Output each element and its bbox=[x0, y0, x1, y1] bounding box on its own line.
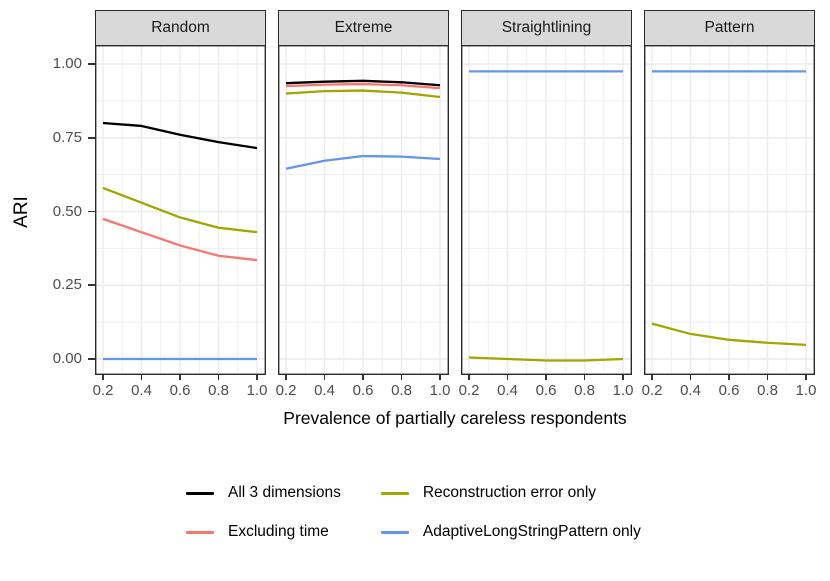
x-tick-label: 0.2 bbox=[458, 382, 480, 399]
x-tick-mark bbox=[179, 375, 181, 380]
legend-item: Excluding time bbox=[186, 521, 341, 543]
y-tick-label: 0.50 bbox=[52, 203, 82, 220]
y-tick-label: 0.25 bbox=[52, 276, 82, 293]
series-line bbox=[102, 217, 258, 262]
x-tick-mark bbox=[362, 375, 364, 380]
series-line bbox=[102, 121, 258, 150]
x-tick-mark bbox=[622, 375, 624, 380]
legend-item: Reconstruction error only bbox=[380, 482, 641, 504]
x-tick-mark bbox=[766, 375, 769, 380]
series-line bbox=[651, 322, 807, 346]
x-tick-mark bbox=[506, 375, 509, 380]
x-tick-mark bbox=[468, 375, 470, 380]
x-tick-mark bbox=[689, 375, 692, 380]
plot-area-pattern bbox=[644, 45, 815, 375]
legend-label: All 3 dimensions bbox=[228, 484, 341, 501]
x-tick-mark bbox=[545, 375, 547, 380]
plot-area-extreme bbox=[278, 45, 449, 375]
x-tick-mark bbox=[102, 375, 104, 380]
y-tick-label: 0.00 bbox=[52, 350, 82, 367]
x-tick-mark bbox=[651, 375, 653, 380]
y-tick-mark bbox=[88, 63, 95, 65]
series-line bbox=[102, 186, 258, 234]
series-line bbox=[285, 79, 441, 87]
x-tick-label: 0.8 bbox=[208, 382, 229, 399]
x-tick-label: 1.0 bbox=[246, 382, 268, 399]
legend-label: Reconstruction error only bbox=[422, 484, 597, 501]
facet-strip-pattern: Pattern bbox=[644, 10, 815, 45]
x-axis-random: 0.2 0.4 0.6 0.8 1.0 bbox=[92, 375, 268, 401]
x-tick-mark bbox=[439, 375, 441, 380]
facet-panel-straightlining: Straightlining 0.2 0.4 0.6 0.8 1.0 bbox=[458, 10, 634, 401]
series-line bbox=[285, 89, 441, 99]
x-tick-mark bbox=[217, 375, 220, 380]
x-tick-label: 0.2 bbox=[641, 382, 663, 399]
x-tick-mark bbox=[400, 375, 403, 380]
legend: All 3 dimensions Excluding time Reconstr… bbox=[186, 482, 641, 543]
x-axis-title: Prevalence of partially careless respond… bbox=[283, 408, 627, 428]
x-tick-label: 1.0 bbox=[795, 382, 817, 399]
legend-label: Excluding time bbox=[228, 523, 329, 540]
x-axis-extreme: 0.2 0.4 0.6 0.8 1.0 bbox=[275, 375, 451, 401]
x-axis-straightlining: 0.2 0.4 0.6 0.8 1.0 bbox=[458, 375, 634, 401]
series-line bbox=[468, 356, 624, 362]
x-axis-pattern: 0.2 0.4 0.6 0.8 1.0 bbox=[641, 375, 817, 401]
x-tick-label: 0.6 bbox=[169, 382, 191, 399]
series-line bbox=[285, 82, 441, 90]
legend-key-line bbox=[380, 530, 409, 534]
y-tick-label: 1.00 bbox=[52, 55, 82, 72]
facet-panel-pattern: Pattern 0.2 0.4 0.6 0.8 1.0 bbox=[641, 10, 817, 401]
legend-key-line bbox=[186, 530, 214, 534]
panels-row: Random 0.2 0.4 0.6 0.8 1.0 Extreme 0.2 0.4 0.6… bbox=[92, 10, 817, 401]
x-tick-label: 0.6 bbox=[535, 382, 557, 399]
x-tick-label: 0.8 bbox=[574, 382, 595, 399]
x-tick-mark bbox=[285, 375, 287, 380]
x-tick-mark bbox=[728, 375, 730, 380]
legend-item: All 3 dimensions bbox=[186, 482, 341, 504]
x-tick-label: 0.2 bbox=[92, 382, 114, 399]
x-tick-label: 0.4 bbox=[131, 382, 152, 399]
y-tick-label: 0.75 bbox=[52, 129, 82, 146]
x-tick-label: 0.6 bbox=[718, 382, 740, 399]
facet-panel-extreme: Extreme 0.2 0.4 0.6 0.8 1.0 bbox=[275, 10, 451, 401]
plot-area-straightlining bbox=[461, 45, 632, 375]
x-tick-label: 0.2 bbox=[275, 382, 297, 399]
x-tick-mark bbox=[256, 375, 258, 380]
legend-item: AdaptiveLongStringPattern only bbox=[380, 521, 641, 543]
series-line bbox=[285, 154, 441, 170]
x-tick-label: 0.4 bbox=[497, 382, 518, 399]
facet-strip-extreme: Extreme bbox=[278, 10, 449, 45]
legend-label: AdaptiveLongStringPattern only bbox=[422, 523, 641, 540]
x-tick-mark bbox=[805, 375, 807, 380]
x-tick-mark bbox=[140, 375, 143, 380]
legend-key-line bbox=[380, 491, 409, 495]
y-tick-mark bbox=[88, 137, 95, 139]
x-tick-label: 1.0 bbox=[612, 382, 634, 399]
facet-panel-random: Random 0.2 0.4 0.6 0.8 1.0 bbox=[92, 10, 268, 401]
legend-key-line bbox=[186, 491, 214, 495]
x-tick-label: 1.0 bbox=[429, 382, 451, 399]
facet-strip-straightlining: Straightlining bbox=[461, 10, 632, 45]
plot-area-random bbox=[95, 45, 266, 375]
y-tick-mark bbox=[88, 358, 95, 360]
x-tick-mark bbox=[323, 375, 326, 380]
x-tick-label: 0.8 bbox=[757, 382, 778, 399]
y-tick-mark bbox=[88, 284, 95, 286]
x-tick-label: 0.8 bbox=[391, 382, 412, 399]
x-tick-label: 0.4 bbox=[314, 382, 335, 399]
facet-strip-random: Random bbox=[95, 10, 266, 45]
x-tick-mark bbox=[583, 375, 586, 380]
x-tick-label: 0.6 bbox=[352, 382, 374, 399]
x-tick-label: 0.4 bbox=[680, 382, 701, 399]
y-tick-mark bbox=[88, 210, 95, 212]
